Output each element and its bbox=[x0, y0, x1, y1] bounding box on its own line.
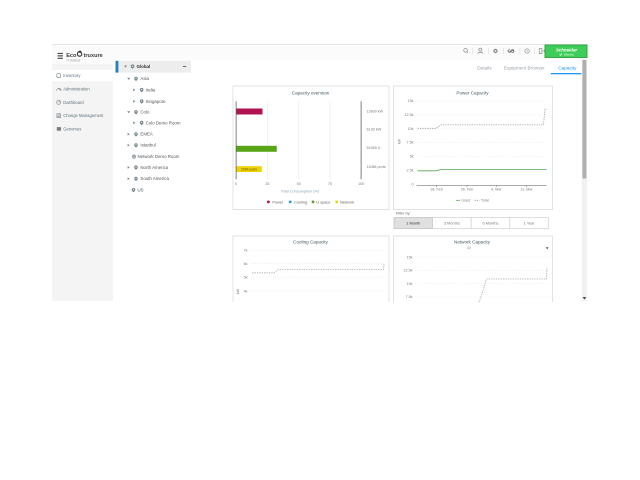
svg-text:Details: Details bbox=[477, 66, 492, 71]
svg-text:India: India bbox=[146, 87, 156, 92]
svg-text:Filter by:: Filter by: bbox=[396, 212, 411, 216]
svg-text:Equipment Browser: Equipment Browser bbox=[504, 66, 545, 71]
svg-text:7k: 7k bbox=[244, 248, 248, 252]
svg-text:25: 25 bbox=[265, 182, 269, 186]
svg-text:0: 0 bbox=[411, 183, 413, 187]
svg-text:11. Mar: 11. Mar bbox=[520, 187, 533, 191]
svg-text:75: 75 bbox=[328, 182, 332, 186]
svg-text:6128 kW: 6128 kW bbox=[367, 128, 382, 132]
svg-text:4. Mar: 4. Mar bbox=[491, 187, 502, 191]
svg-text:26. Feb: 26. Feb bbox=[461, 187, 474, 191]
svg-text:EMEA: EMEA bbox=[140, 132, 153, 137]
svg-text:Power Capacity: Power Capacity bbox=[456, 90, 489, 95]
svg-text:1 Year: 1 Year bbox=[524, 221, 536, 226]
svg-text:US: US bbox=[138, 188, 144, 193]
svg-text:13800 kW: 13800 kW bbox=[367, 109, 384, 113]
svg-text:12.5k: 12.5k bbox=[403, 269, 412, 273]
svg-text:7.5k: 7.5k bbox=[407, 141, 414, 145]
svg-text:18. Feb: 18. Feb bbox=[430, 187, 443, 191]
svg-text:Total: Total bbox=[481, 199, 489, 203]
svg-text:kW: kW bbox=[398, 138, 402, 144]
svg-text:Network: Network bbox=[340, 200, 354, 204]
svg-text:10k: 10k bbox=[407, 282, 413, 286]
svg-text:IT Advisor: IT Advisor bbox=[67, 59, 82, 63]
svg-text:15k: 15k bbox=[407, 255, 413, 259]
svg-text:Genomes: Genomes bbox=[63, 127, 81, 132]
svg-text:5k: 5k bbox=[410, 155, 414, 159]
svg-text:truxure: truxure bbox=[84, 53, 103, 59]
svg-text:15k: 15k bbox=[408, 99, 414, 103]
svg-text:6k: 6k bbox=[244, 262, 248, 266]
svg-text:2064 ports: 2064 ports bbox=[241, 168, 257, 172]
svg-text:1 Month: 1 Month bbox=[406, 221, 420, 226]
svg-text:3 Months: 3 Months bbox=[444, 221, 460, 226]
svg-text:7.5k: 7.5k bbox=[406, 295, 413, 299]
svg-text:Used: Used bbox=[461, 199, 470, 203]
svg-text:Dashboard: Dashboard bbox=[63, 100, 84, 105]
svg-text:North America: North America bbox=[140, 165, 168, 170]
svg-text:100: 100 bbox=[358, 182, 364, 186]
svg-text:U space: U space bbox=[316, 200, 330, 204]
svg-text:Singapore: Singapore bbox=[146, 99, 167, 104]
svg-text:Global: Global bbox=[137, 64, 151, 69]
svg-text:Administration: Administration bbox=[63, 87, 90, 92]
svg-text:Network Demo Room: Network Demo Room bbox=[138, 154, 180, 159]
svg-text:10k: 10k bbox=[408, 127, 414, 131]
svg-text:Cooling: Cooling bbox=[294, 200, 307, 204]
svg-text:Total Consumption (%): Total Consumption (%) bbox=[281, 190, 320, 194]
svg-text:6 Months: 6 Months bbox=[482, 221, 498, 226]
svg-text:51965 U: 51965 U bbox=[367, 146, 381, 150]
svg-text:Colo Demo Room: Colo Demo Room bbox=[146, 120, 181, 125]
svg-text:Capacity: Capacity bbox=[558, 66, 577, 71]
svg-text:Colo: Colo bbox=[140, 110, 150, 115]
svg-text:Capacity overview: Capacity overview bbox=[292, 90, 330, 95]
svg-text:All: All bbox=[467, 246, 471, 250]
svg-text:Eco: Eco bbox=[66, 53, 77, 59]
svg-text:Schneider: Schneider bbox=[556, 47, 578, 52]
svg-text:12.5k: 12.5k bbox=[404, 113, 413, 117]
svg-text:GB: GB bbox=[508, 49, 516, 54]
svg-text:Electric: Electric bbox=[564, 52, 574, 56]
svg-text:50: 50 bbox=[297, 182, 301, 186]
svg-text:?: ? bbox=[526, 49, 528, 53]
svg-text:11088 ports: 11088 ports bbox=[367, 165, 386, 169]
svg-text:Network Capacity: Network Capacity bbox=[454, 240, 491, 245]
svg-text:Asia: Asia bbox=[140, 76, 149, 81]
svg-text:Cooling Capacity: Cooling Capacity bbox=[293, 240, 328, 245]
svg-text:0: 0 bbox=[235, 182, 237, 186]
svg-text:Change Management: Change Management bbox=[63, 113, 104, 118]
svg-text:kW: kW bbox=[236, 288, 240, 294]
svg-text:5k: 5k bbox=[244, 276, 248, 280]
svg-text:Power: Power bbox=[272, 200, 283, 204]
svg-text:Inventory: Inventory bbox=[63, 73, 81, 78]
svg-text:South America: South America bbox=[140, 176, 169, 181]
svg-text:2.5k: 2.5k bbox=[407, 169, 414, 173]
svg-text:Istanbul: Istanbul bbox=[140, 143, 155, 148]
svg-text:4k: 4k bbox=[244, 289, 248, 293]
